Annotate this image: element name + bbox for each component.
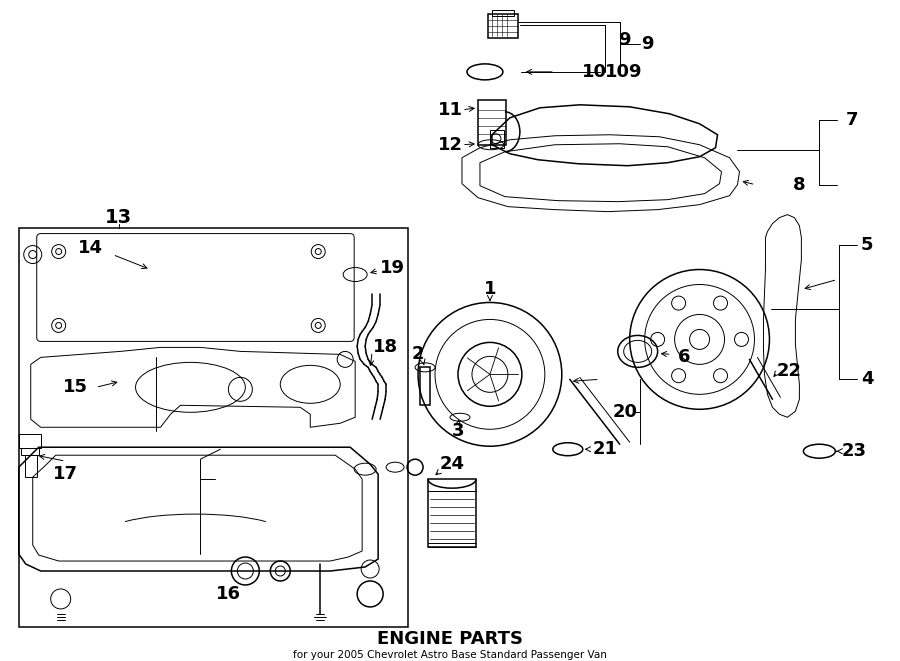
- Text: for your 2005 Chevrolet Astro Base Standard Passenger Van: for your 2005 Chevrolet Astro Base Stand…: [293, 650, 607, 660]
- Text: 23: 23: [842, 442, 867, 460]
- Text: 18: 18: [373, 338, 398, 356]
- Text: 21: 21: [592, 440, 617, 458]
- Bar: [478, 100, 506, 145]
- Bar: [24, 455, 37, 477]
- Text: 17: 17: [53, 465, 78, 483]
- Text: 24: 24: [439, 455, 464, 473]
- Text: 14: 14: [78, 239, 104, 256]
- Bar: [488, 14, 517, 38]
- Text: 10: 10: [582, 63, 608, 81]
- Text: 2: 2: [412, 346, 424, 364]
- Bar: [428, 479, 476, 547]
- Text: 11: 11: [437, 101, 463, 119]
- Text: 5: 5: [861, 235, 874, 254]
- Text: 15: 15: [63, 378, 88, 397]
- Text: 10: 10: [605, 63, 630, 81]
- Bar: [21, 448, 39, 455]
- Text: 9: 9: [618, 31, 631, 49]
- Bar: [19, 434, 40, 448]
- Text: 3: 3: [452, 422, 464, 440]
- Text: 7: 7: [846, 111, 859, 129]
- Bar: [19, 227, 408, 627]
- Bar: [492, 10, 514, 16]
- Text: 4: 4: [861, 370, 874, 389]
- Text: 6: 6: [679, 348, 691, 366]
- Bar: [490, 130, 504, 148]
- Text: 12: 12: [437, 136, 463, 154]
- Text: 9: 9: [628, 63, 641, 81]
- Text: ENGINE PARTS: ENGINE PARTS: [377, 630, 523, 648]
- Bar: [420, 368, 430, 405]
- Text: 9: 9: [642, 35, 654, 53]
- Text: 13: 13: [105, 208, 132, 227]
- Text: 16: 16: [216, 585, 241, 603]
- Text: 1: 1: [483, 280, 496, 299]
- Text: 8: 8: [793, 176, 806, 194]
- Text: 20: 20: [612, 403, 637, 421]
- Text: 22: 22: [777, 362, 802, 380]
- Text: 19: 19: [380, 258, 405, 276]
